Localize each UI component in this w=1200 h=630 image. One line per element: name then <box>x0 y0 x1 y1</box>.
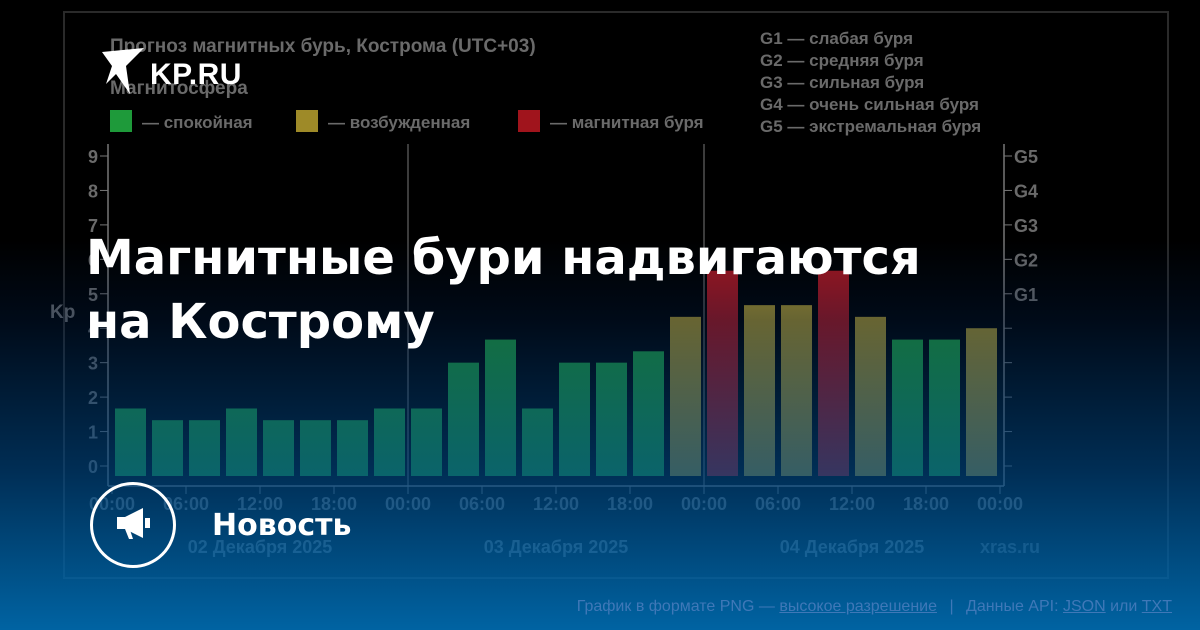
x-tick-label: 06:00 <box>459 494 505 514</box>
high-res-link[interactable]: высокое разрешение <box>779 598 937 615</box>
kp-bar <box>892 339 923 476</box>
logo-text: KP.RU <box>150 57 242 91</box>
y-tick-label: 9 <box>88 147 98 167</box>
legend-label: — возбужденная <box>328 113 470 132</box>
g-tick-label: G5 <box>1014 147 1038 167</box>
kp-bar <box>152 420 183 476</box>
footer-or-text: или <box>1110 598 1138 615</box>
news-label: Новость <box>212 507 352 543</box>
kp-bar <box>596 362 627 476</box>
y-tick-label: 2 <box>88 388 98 408</box>
kp-bar <box>115 408 146 476</box>
y-tick-label: 1 <box>88 423 98 443</box>
legend-label: — спокойная <box>142 113 253 132</box>
footer-api-text: Данные API: <box>966 598 1059 615</box>
kp-logo[interactable]: KP.RU <box>100 46 242 103</box>
kp-bar <box>263 420 294 476</box>
storm-legend-item: G1 — слабая буря <box>760 29 913 48</box>
txt-link[interactable]: TXT <box>1141 598 1172 615</box>
day-label: 04 Декабря 2025 <box>780 537 925 557</box>
kp-bar <box>559 362 590 476</box>
storm-legend-item: G5 — экстремальная буря <box>760 117 981 136</box>
y-axis-label: Kp <box>50 302 75 323</box>
kp-bar <box>300 420 331 476</box>
kp-bar <box>226 408 257 476</box>
footer-links: График в формате PNG — высокое разрешени… <box>577 598 1172 616</box>
kp-bar <box>337 420 368 476</box>
chart-source: xras.ru <box>980 537 1040 557</box>
headline-line-2: на Кострому <box>86 294 435 350</box>
legend-swatch <box>518 110 540 132</box>
kp-bar <box>189 420 220 476</box>
legend-swatch <box>296 110 318 132</box>
swallow-bird-icon <box>100 46 146 103</box>
x-tick-label: 18:00 <box>903 494 949 514</box>
headline: Магнитные бури надвигаются на Кострому <box>86 226 1026 354</box>
news-circle <box>90 482 176 568</box>
storm-legend-item: G2 — средняя буря <box>760 51 924 70</box>
kp-bar <box>485 339 516 476</box>
kp-bar <box>633 351 664 476</box>
y-tick-label: 0 <box>88 457 98 477</box>
headline-line-1: Магнитные бури надвигаются <box>86 230 921 286</box>
storm-legend-item: G3 — сильная буря <box>760 73 924 92</box>
x-tick-label: 12:00 <box>829 494 875 514</box>
kp-bar <box>448 362 479 476</box>
level-legend: — спокойная — возбужденная — магнитная бур… <box>110 110 704 132</box>
news-badge: Новость <box>90 482 351 568</box>
megaphone-icon <box>113 505 153 546</box>
x-tick-label: 18:00 <box>607 494 653 514</box>
g-tick-label: G4 <box>1014 181 1038 201</box>
footer-png-text: График в формате PNG — <box>576 598 775 615</box>
legend-label: — магнитная буря <box>550 113 704 132</box>
legend-swatch <box>110 110 132 132</box>
kp-bar <box>374 408 405 476</box>
day-label: 03 Декабря 2025 <box>484 537 629 557</box>
kp-bar <box>522 408 553 476</box>
y-tick-label: 3 <box>88 354 98 374</box>
kp-bar <box>411 408 442 476</box>
x-tick-label: 00:00 <box>385 494 431 514</box>
y-tick-label: 8 <box>88 181 98 201</box>
x-tick-label: 12:00 <box>533 494 579 514</box>
kp-bar <box>929 339 960 476</box>
json-link[interactable]: JSON <box>1062 598 1106 615</box>
footer-separator: | <box>949 598 954 615</box>
x-tick-label: 00:00 <box>681 494 727 514</box>
storm-legend-item: G4 — очень сильная буря <box>760 95 979 114</box>
x-tick-label: 00:00 <box>977 494 1023 514</box>
x-tick-label: 06:00 <box>755 494 801 514</box>
